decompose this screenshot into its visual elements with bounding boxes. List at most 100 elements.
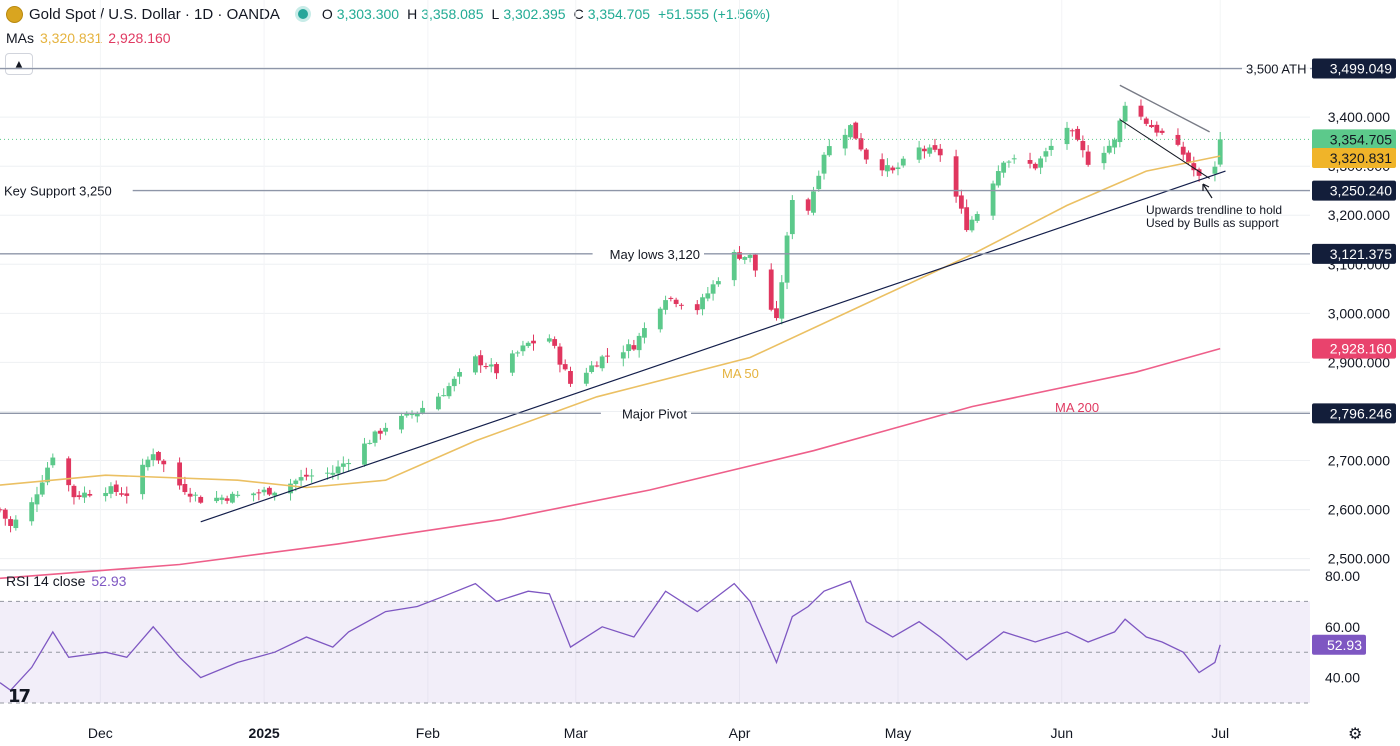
candle-body <box>82 492 87 498</box>
candle <box>409 410 415 419</box>
candle <box>140 458 146 500</box>
ma50-price-badge-text: 3,320.831 <box>1330 150 1392 166</box>
candle-body <box>473 356 478 373</box>
candle <box>119 487 124 497</box>
candle <box>261 486 267 496</box>
candle <box>1217 131 1223 167</box>
candle <box>436 392 441 411</box>
ma-legend-label: MAs <box>6 30 34 46</box>
candle-body <box>198 496 204 503</box>
candle-body <box>309 475 315 477</box>
candle-body <box>927 147 933 154</box>
candle <box>50 453 56 468</box>
candle <box>1138 99 1144 121</box>
gear-icon[interactable]: ⚙ <box>1348 726 1363 743</box>
annotation-arrow-icon <box>1202 183 1213 199</box>
candle-body <box>303 474 309 477</box>
price-tick-label: 2,500.000 <box>1328 551 1390 567</box>
low-label: L <box>491 6 500 22</box>
time-tick-label: Feb <box>416 725 440 741</box>
candle <box>367 439 373 445</box>
candle-body <box>494 364 499 374</box>
candle-body <box>520 345 526 352</box>
ma50-price-badge: 3,320.831 <box>1312 147 1396 168</box>
candle <box>177 457 182 490</box>
candle <box>953 149 959 203</box>
candle-body <box>848 125 853 138</box>
tradingview-logo-icon[interactable]: 17 <box>8 686 31 707</box>
candle <box>594 361 600 368</box>
candle <box>752 253 758 277</box>
candle-body <box>367 442 373 444</box>
candle <box>1085 145 1091 167</box>
candle-body <box>1186 152 1191 163</box>
candle-body <box>340 463 346 467</box>
candle-body <box>39 482 45 495</box>
candle <box>45 462 50 486</box>
candle-body <box>599 356 605 369</box>
candle-body <box>1196 169 1202 176</box>
candle-body <box>478 355 484 366</box>
level-label-major-pivot: Major Pivot <box>622 406 687 421</box>
candle <box>404 411 410 418</box>
candle <box>103 487 109 502</box>
candle <box>784 231 790 290</box>
ma200-legend-value: 2,928.160 <box>108 30 171 46</box>
candle <box>636 332 642 358</box>
candle-body <box>531 340 536 344</box>
candle <box>325 467 330 480</box>
candle-body <box>1075 128 1080 140</box>
candle <box>599 354 605 372</box>
candle-body <box>1117 120 1123 143</box>
candle <box>1001 160 1007 178</box>
level-badge-major-pivot-bg <box>1312 403 1396 424</box>
candle <box>8 516 13 533</box>
candle <box>29 497 35 526</box>
candle <box>642 322 647 344</box>
candle-body <box>605 355 610 357</box>
candle <box>340 456 346 473</box>
candle-body <box>821 154 827 174</box>
level-badge-ath-text: 3,499.049 <box>1330 61 1392 77</box>
candle-body <box>620 352 626 359</box>
level-label-key-support: Key Support 3,250 <box>4 184 112 199</box>
candle-body <box>362 443 367 465</box>
candle <box>82 486 87 503</box>
candle-body <box>488 364 494 367</box>
candle-body <box>958 195 964 209</box>
time-tick-label: Jun <box>1050 725 1073 741</box>
chart-header: Gold Spot / U.S. Dollar · 1D · OANDA O 3,… <box>0 0 774 28</box>
candle <box>256 489 262 501</box>
last-price-badge: 3,354.705 <box>1330 131 1392 147</box>
close-value: 3,354.705 <box>587 6 651 22</box>
candle-body <box>1006 161 1012 163</box>
level-badge-key-support: 3,250.240 <box>1312 180 1396 201</box>
candle <box>705 286 711 302</box>
candle <box>193 492 198 502</box>
collapse-legend-button[interactable]: ▲ <box>5 53 33 75</box>
candle <box>710 280 716 301</box>
candle-body <box>1138 105 1144 117</box>
candle-body <box>589 365 595 372</box>
candle <box>420 400 425 415</box>
candle-body <box>895 167 901 170</box>
candle-body <box>694 304 700 311</box>
candle-body <box>509 353 515 373</box>
candle <box>552 336 558 349</box>
candle-body <box>219 497 225 500</box>
candle-body <box>964 207 970 231</box>
candle-body <box>2 509 8 519</box>
candle-body <box>1080 140 1086 151</box>
symbol-title[interactable]: Gold Spot / U.S. Dollar · 1D · OANDA <box>29 5 280 23</box>
candle-body <box>1143 118 1149 124</box>
candle <box>266 486 272 496</box>
candle <box>372 430 378 447</box>
candle <box>515 350 521 357</box>
rsi-legend[interactable]: RSI 14 close 52.93 <box>6 573 126 589</box>
candle-body <box>140 464 146 495</box>
ma-legend[interactable]: MAs 3,320.831 2,928.160 <box>6 30 171 46</box>
candle <box>679 303 684 310</box>
price-tick-label: 3,400.000 <box>1328 109 1390 125</box>
candle <box>1032 162 1038 171</box>
